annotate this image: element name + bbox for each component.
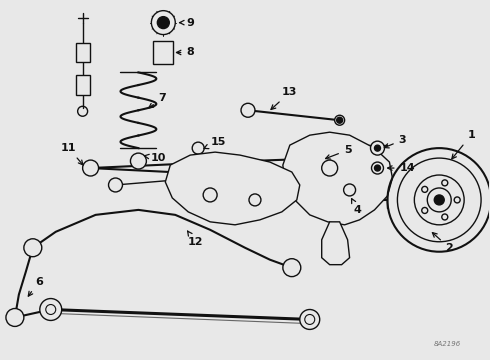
Text: 5: 5	[325, 145, 351, 159]
Text: 4: 4	[351, 199, 362, 215]
Circle shape	[322, 160, 338, 176]
Circle shape	[371, 162, 384, 174]
Polygon shape	[165, 152, 300, 225]
Polygon shape	[283, 132, 392, 225]
Circle shape	[157, 17, 169, 28]
Circle shape	[427, 188, 451, 212]
Circle shape	[213, 155, 227, 169]
Text: 2: 2	[432, 233, 453, 253]
Circle shape	[343, 184, 356, 196]
Circle shape	[300, 310, 319, 329]
Text: 8: 8	[176, 48, 194, 58]
Circle shape	[434, 195, 444, 205]
Circle shape	[422, 207, 428, 213]
Circle shape	[241, 103, 255, 117]
Circle shape	[442, 180, 448, 186]
Circle shape	[83, 160, 98, 176]
Text: 7: 7	[149, 93, 166, 108]
Circle shape	[213, 155, 227, 169]
Text: 6: 6	[28, 276, 43, 296]
Circle shape	[370, 141, 385, 155]
Circle shape	[151, 11, 175, 35]
Circle shape	[108, 178, 122, 192]
Circle shape	[283, 259, 301, 276]
Circle shape	[454, 197, 460, 203]
Circle shape	[325, 153, 335, 163]
Polygon shape	[75, 75, 90, 95]
Circle shape	[249, 194, 261, 206]
Text: 3: 3	[384, 135, 406, 148]
Circle shape	[335, 115, 344, 125]
Circle shape	[24, 239, 42, 257]
Text: 13: 13	[271, 87, 297, 109]
Circle shape	[422, 186, 428, 192]
Polygon shape	[153, 41, 173, 64]
Text: 1: 1	[452, 130, 475, 159]
Text: 11: 11	[61, 143, 83, 165]
Text: 12: 12	[188, 231, 203, 247]
Text: 8A2196: 8A2196	[434, 341, 461, 347]
Circle shape	[337, 117, 343, 123]
Circle shape	[6, 309, 24, 327]
Circle shape	[192, 142, 204, 154]
Text: 10: 10	[145, 153, 166, 163]
Polygon shape	[75, 42, 90, 62]
Circle shape	[40, 298, 62, 320]
Circle shape	[374, 165, 380, 171]
Text: 15: 15	[204, 137, 226, 149]
Circle shape	[374, 145, 380, 151]
Polygon shape	[322, 222, 349, 265]
Text: 14: 14	[388, 163, 415, 173]
Circle shape	[442, 214, 448, 220]
Circle shape	[203, 188, 217, 202]
Circle shape	[130, 153, 147, 169]
Text: 9: 9	[180, 18, 194, 28]
